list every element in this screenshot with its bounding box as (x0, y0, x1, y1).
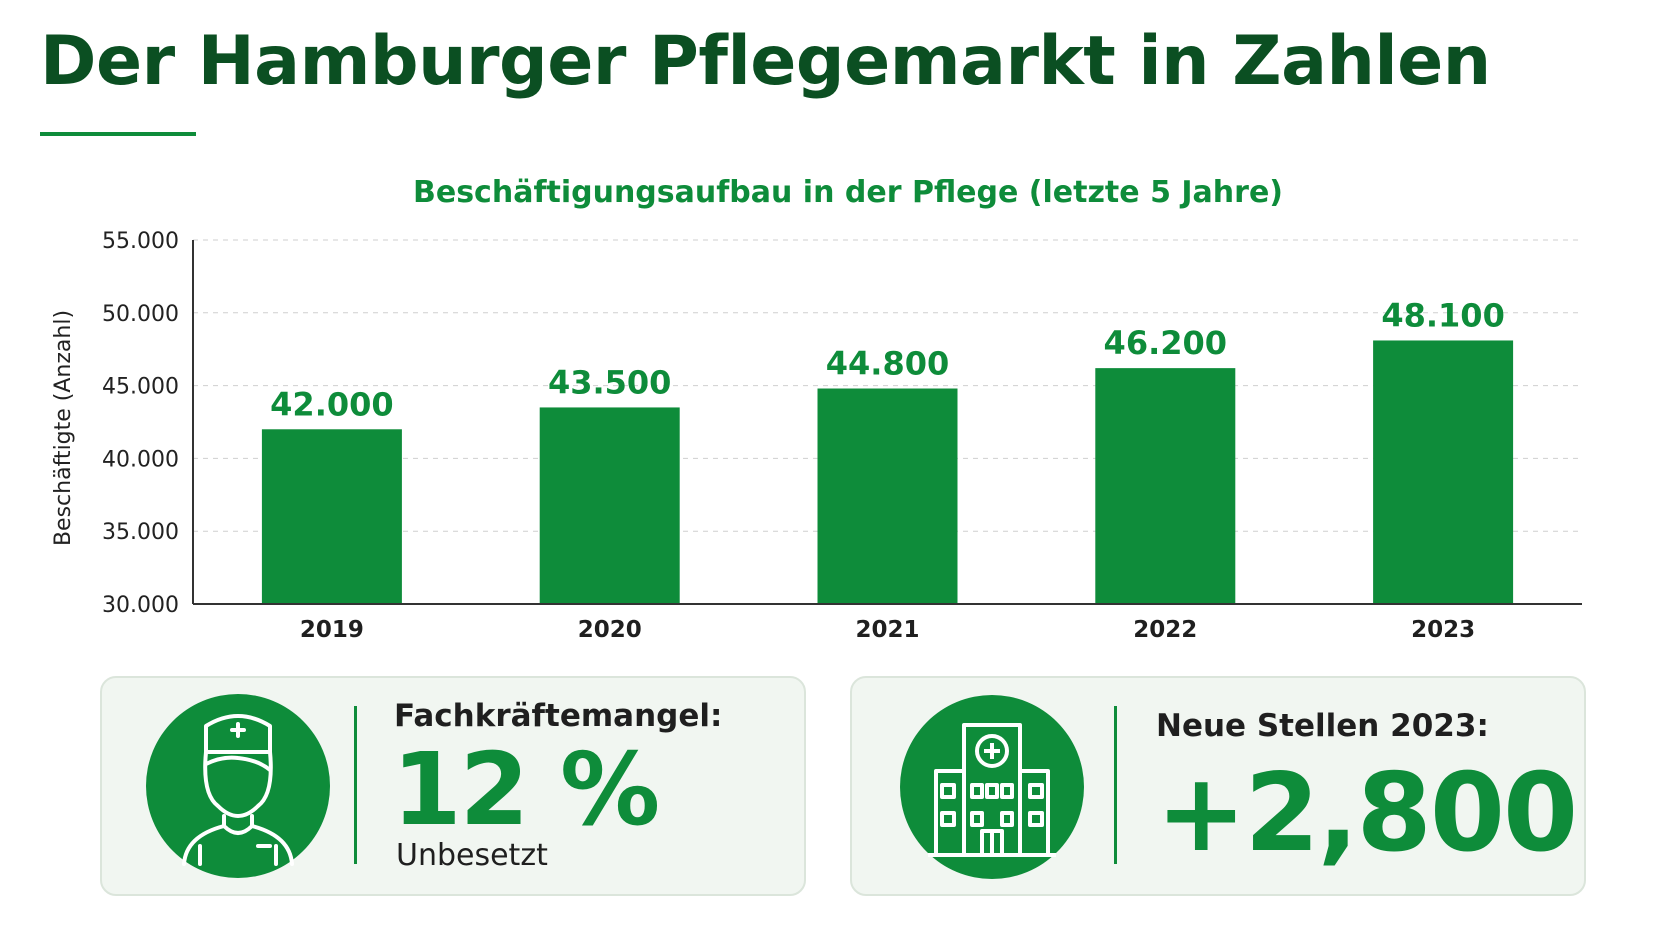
x-tick-label-2021: 2021 (855, 617, 919, 643)
y-tick-label: 35.000 (102, 520, 179, 545)
value-labels: 42.000 43.500 44.800 46.200 48.100 (270, 296, 1505, 423)
x-tick-label-2019: 2019 (300, 617, 364, 643)
new-jobs-label: Neue Stellen 2023: (1156, 708, 1489, 744)
card-divider (354, 706, 357, 864)
chart-title: Beschäftigungsaufbau in der Pflege (letz… (413, 175, 1283, 210)
y-tick-labels: 30.000 35.000 40.000 45.000 50.000 55.000 (102, 229, 179, 618)
y-axis-label: Beschäftigte (Anzahl) (51, 310, 76, 546)
employment-bar-chart: Beschäftigungsaufbau in der Pflege (letz… (51, 175, 1582, 643)
bar-2019 (261, 429, 402, 604)
y-tick-label: 45.000 (102, 375, 179, 400)
bar-2022 (1095, 368, 1236, 604)
title-underline (40, 132, 196, 136)
y-tick-label: 30.000 (102, 593, 179, 618)
y-tick-label: 55.000 (102, 229, 179, 254)
new-jobs-value: +2,800 (1156, 751, 1578, 876)
value-label-2022: 46.200 (1104, 324, 1227, 362)
skills-shortage-sub: Unbesetzt (396, 838, 548, 873)
bar-2023 (1373, 340, 1514, 604)
nurse-icon-circle (146, 694, 330, 878)
nurse-icon (182, 714, 294, 866)
page-title: Der Hamburger Pflegemarkt in Zahlen (40, 22, 1491, 101)
x-tick-label-2020: 2020 (578, 617, 642, 643)
hospital-icon (928, 723, 1056, 857)
x-tick-label-2023: 2023 (1411, 617, 1475, 643)
bar-2021 (817, 388, 958, 604)
y-tick-label: 40.000 (102, 447, 179, 472)
x-tick-labels: 2019 2020 2021 2022 2023 (300, 617, 1475, 643)
x-tick-label-2022: 2022 (1133, 617, 1197, 643)
value-label-2019: 42.000 (270, 385, 393, 423)
skills-shortage-label: Fachkräftemangel: (394, 698, 723, 734)
value-label-2020: 43.500 (548, 363, 671, 401)
card-divider (1114, 706, 1117, 864)
skills-shortage-value: 12 % (392, 731, 660, 848)
value-label-2021: 44.800 (826, 345, 949, 383)
skills-shortage-card: Fachkräftemangel: 12 % Unbesetzt (100, 676, 806, 896)
bar-2020 (539, 407, 680, 604)
value-label-2023: 48.100 (1381, 296, 1504, 334)
hospital-icon-circle (900, 695, 1084, 879)
new-jobs-card: Neue Stellen 2023: +2,800 (850, 676, 1586, 896)
y-tick-label: 50.000 (102, 302, 179, 327)
bars (261, 340, 1514, 604)
